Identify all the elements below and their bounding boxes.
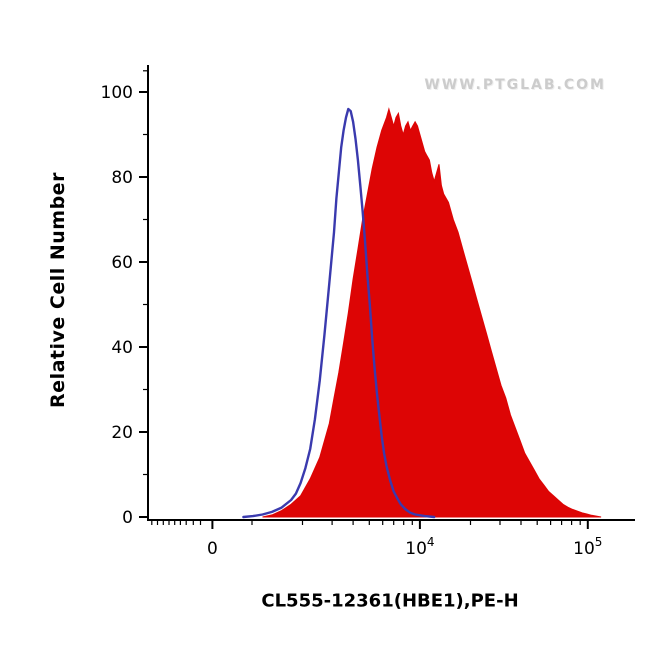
x-tick-label: 105 xyxy=(573,535,602,559)
y-tick-label: 60 xyxy=(111,253,133,273)
x-tick-label: 0 xyxy=(207,539,218,559)
x-axis-label: CL555-12361(HBE1),PE-H xyxy=(261,590,519,612)
axes xyxy=(147,65,635,521)
watermark-text: WWW.PTGLAB.COM xyxy=(424,77,606,93)
blue-open-histogram xyxy=(242,107,436,519)
y-tick-label: 20 xyxy=(111,423,133,443)
red-filled-histogram xyxy=(262,107,602,518)
y-tick-label: 40 xyxy=(111,338,133,358)
y-axis-ticks: 0 20 40 60 80 100 xyxy=(101,70,148,528)
x-axis-ticks: 0 104 105 xyxy=(151,520,602,559)
x-tick-label: 104 xyxy=(405,535,434,559)
y-tick-label: 100 xyxy=(101,83,133,103)
y-axis-label: Relative Cell Number xyxy=(47,172,69,408)
y-tick-label: 80 xyxy=(111,168,133,188)
y-tick-label: 0 xyxy=(122,508,133,528)
